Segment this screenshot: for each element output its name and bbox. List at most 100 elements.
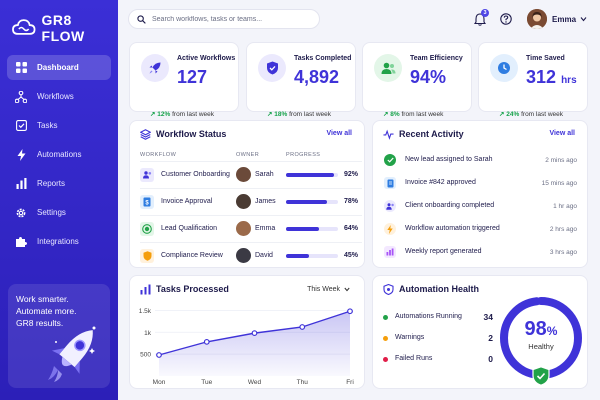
activity-time: 3 hrs ago xyxy=(549,249,577,256)
view-all-link[interactable]: View all xyxy=(326,130,352,137)
user-name[interactable]: Emma xyxy=(552,15,577,24)
stat-delta: ↗ 18% from last week xyxy=(267,110,331,118)
table-row[interactable]: Customer Onboarding Sarah 92% xyxy=(130,161,364,188)
progress-fill xyxy=(286,254,310,258)
stat-label: Active Workflows xyxy=(177,55,236,62)
data-point[interactable] xyxy=(251,330,258,337)
avatar-portrait-icon xyxy=(527,9,547,29)
layers-icon xyxy=(140,129,151,140)
table-row[interactable]: Lead Qualification Emma 64% xyxy=(130,215,364,242)
search-bar[interactable] xyxy=(128,9,320,29)
x-tick-label: Mon xyxy=(153,379,166,386)
sidebar-item-label: Integrations xyxy=(37,237,79,246)
stat-number: 127 xyxy=(177,67,208,87)
period-dropdown[interactable]: This Week xyxy=(307,286,350,293)
sidebar-item-label: Dashboard xyxy=(37,63,79,72)
sidebar-nav: Dashboard Workflows Tasks Automations Re… xyxy=(7,55,111,258)
workflow-name: Customer Onboarding xyxy=(161,171,230,178)
progress-percent: 78% xyxy=(343,198,358,205)
promo-line-3: GR8 results. xyxy=(16,318,64,328)
card-title: Automation Health xyxy=(399,284,479,294)
svg-text:$: $ xyxy=(145,200,149,206)
sidebar-item-automations[interactable]: Automations xyxy=(7,142,111,167)
report-icon xyxy=(384,246,396,258)
data-point[interactable] xyxy=(347,308,353,315)
promo-line-2: Automate more. xyxy=(16,306,77,316)
check-circle-icon xyxy=(384,154,396,166)
bar-chart-icon xyxy=(15,178,27,190)
owner-name: David xyxy=(255,252,273,259)
lightning-icon xyxy=(15,148,27,161)
promo-line-1: Work smarter. xyxy=(16,294,69,304)
y-tick-label: 1k xyxy=(144,330,152,337)
app-name: GR8 FLOW xyxy=(41,12,85,44)
divider xyxy=(140,188,362,189)
tasks-processed-card: 500 1k 1.5k Mon Tue Wed Thu Fri Tasks Processed… xyxy=(129,275,365,389)
stat-label: Team Efficiency xyxy=(410,55,463,62)
shield-check-icon xyxy=(532,366,550,386)
avatar xyxy=(236,167,251,182)
sidebar-item-dashboard[interactable]: Dashboard xyxy=(7,55,111,80)
card-title: Tasks Processed xyxy=(156,284,229,294)
sidebar-item-integrations[interactable]: Integrations xyxy=(7,229,111,254)
x-tick-label: Fri xyxy=(346,379,354,386)
list-item[interactable]: Invoice #842 approved 15 mins ago xyxy=(373,172,589,195)
stat-delta-value: 24% xyxy=(506,111,520,118)
progress-fill xyxy=(286,227,320,231)
list-item[interactable]: Weekly report generated 3 hrs ago xyxy=(373,241,589,264)
progress-bar xyxy=(286,200,338,204)
user-avatar[interactable] xyxy=(527,9,547,29)
sidebar-item-workflows[interactable]: Workflows xyxy=(7,84,111,109)
logo[interactable]: GR8 FLOW xyxy=(12,12,118,44)
list-item[interactable]: Workflow automation triggered 2 hrs ago xyxy=(373,218,589,241)
progress-bar xyxy=(286,227,338,231)
stat-label: Time Saved xyxy=(526,55,565,62)
chevron-down-icon[interactable] xyxy=(580,16,587,22)
stat-value: 312 hrs xyxy=(526,67,577,88)
gear-icon xyxy=(15,207,27,219)
stat-delta-value: 12% xyxy=(157,111,171,118)
activity-pulse-icon xyxy=(383,129,394,140)
table-row[interactable]: $ Invoice Approval James 78% xyxy=(130,188,364,215)
stat-delta-suffix: from last week xyxy=(401,111,444,118)
list-item[interactable]: New lead assigned to Sarah 2 mins ago xyxy=(373,149,589,172)
activity-time: 2 hrs ago xyxy=(549,226,577,233)
health-row-warnings: Warnings 2 xyxy=(383,332,493,346)
status-dot xyxy=(383,357,388,362)
health-value: 0 xyxy=(488,354,493,364)
health-score: 98% xyxy=(497,318,585,341)
data-point[interactable] xyxy=(156,352,162,358)
clock-icon xyxy=(490,54,518,82)
sidebar-item-reports[interactable]: Reports xyxy=(7,171,111,196)
help-icon[interactable] xyxy=(500,13,512,25)
x-tick-label: Thu xyxy=(297,379,309,386)
table-row[interactable]: Compliance Review David 45% xyxy=(130,242,364,269)
workflow-name: Invoice Approval xyxy=(161,198,213,205)
activity-time: 1 hr ago xyxy=(553,203,577,210)
view-all-link[interactable]: View all xyxy=(549,130,575,137)
stat-value: 127 xyxy=(177,67,207,88)
activity-text: Invoice #842 approved xyxy=(405,179,476,186)
card-title: Recent Activity xyxy=(399,129,464,139)
list-item[interactable]: Client onboarding completed 1 hr ago xyxy=(373,195,589,218)
promo-text: Work smarter. Automate more. GR8 results… xyxy=(16,293,76,329)
data-point[interactable] xyxy=(203,338,210,345)
data-point[interactable] xyxy=(299,324,306,330)
stat-delta: ↗ 24% from last week xyxy=(499,110,563,118)
sidebar-item-tasks[interactable]: Tasks xyxy=(7,113,111,138)
health-label: Automations Running xyxy=(395,313,462,320)
sidebar-item-label: Tasks xyxy=(37,121,58,130)
sidebar-item-label: Settings xyxy=(37,208,66,217)
search-input[interactable] xyxy=(152,15,312,23)
health-score-unit: % xyxy=(546,324,558,338)
workflow-icon xyxy=(15,90,27,103)
health-label: Failed Runs xyxy=(395,355,433,362)
sidebar-item-settings[interactable]: Settings xyxy=(7,200,111,225)
workflow-name: Compliance Review xyxy=(161,252,223,259)
activity-text: Workflow automation triggered xyxy=(405,225,500,232)
promo-card: Work smarter. Automate more. GR8 results… xyxy=(8,284,110,388)
progress-bar xyxy=(286,254,338,258)
logo-cloud-icon xyxy=(12,19,36,35)
stat-delta-suffix: from last week xyxy=(172,111,214,118)
stat-card-active-workflows: Active Workflows 127 ↗ 12% from last wee… xyxy=(129,42,239,118)
